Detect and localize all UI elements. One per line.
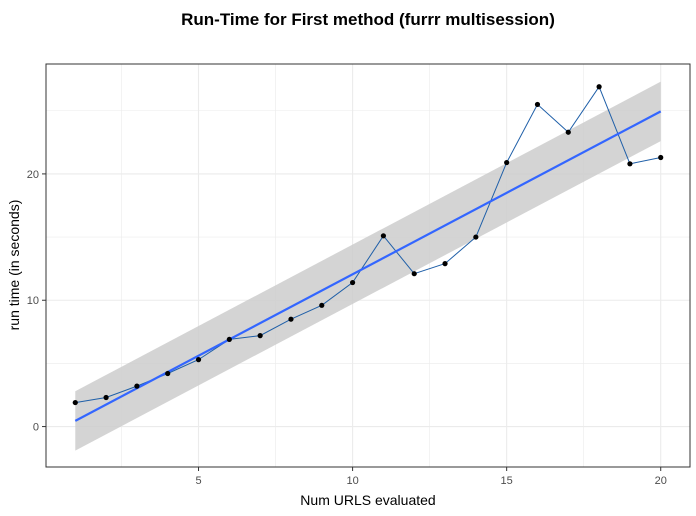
data-point: [226, 336, 232, 343]
x-tick-label: 15: [501, 475, 513, 487]
data-point: [504, 159, 510, 166]
data-point: [319, 302, 325, 308]
y-tick-label: 10: [27, 295, 39, 307]
y-tick-label: 0: [33, 422, 39, 434]
y-tick-label: 20: [27, 169, 39, 181]
axis-ticks: 5 10 15 20 0 10 20: [27, 169, 667, 487]
data-point: [195, 357, 202, 363]
data-point: [257, 333, 263, 339]
y-axis-title: run time (in seconds): [6, 200, 22, 331]
x-tick-label: 10: [346, 475, 358, 487]
linear-fit-line: [74, 110, 662, 422]
data-point: [349, 279, 356, 286]
data-point: [658, 154, 664, 161]
data-point: [565, 129, 571, 135]
data-point: [103, 394, 109, 401]
data-point: [288, 316, 294, 322]
data-point: [596, 84, 602, 90]
data-points: [72, 84, 664, 406]
x-tick-label: 20: [655, 475, 667, 487]
series-lines: [74, 85, 662, 422]
data-point: [72, 399, 78, 406]
x-tick-label: 5: [195, 475, 201, 487]
data-point: [473, 234, 479, 240]
data-point: [627, 161, 633, 167]
chart-title: Run-Time for First method (furrr multise…: [181, 10, 555, 29]
data-point: [134, 383, 140, 389]
data-point: [534, 101, 541, 108]
x-axis-title: Num URLS evaluated: [300, 492, 435, 508]
data-point: [380, 233, 387, 239]
data-point: [442, 261, 448, 267]
observed-series-line: [75, 85, 661, 404]
data-point: [165, 370, 171, 377]
panel-border: [45, 63, 691, 468]
data-point: [411, 271, 417, 277]
